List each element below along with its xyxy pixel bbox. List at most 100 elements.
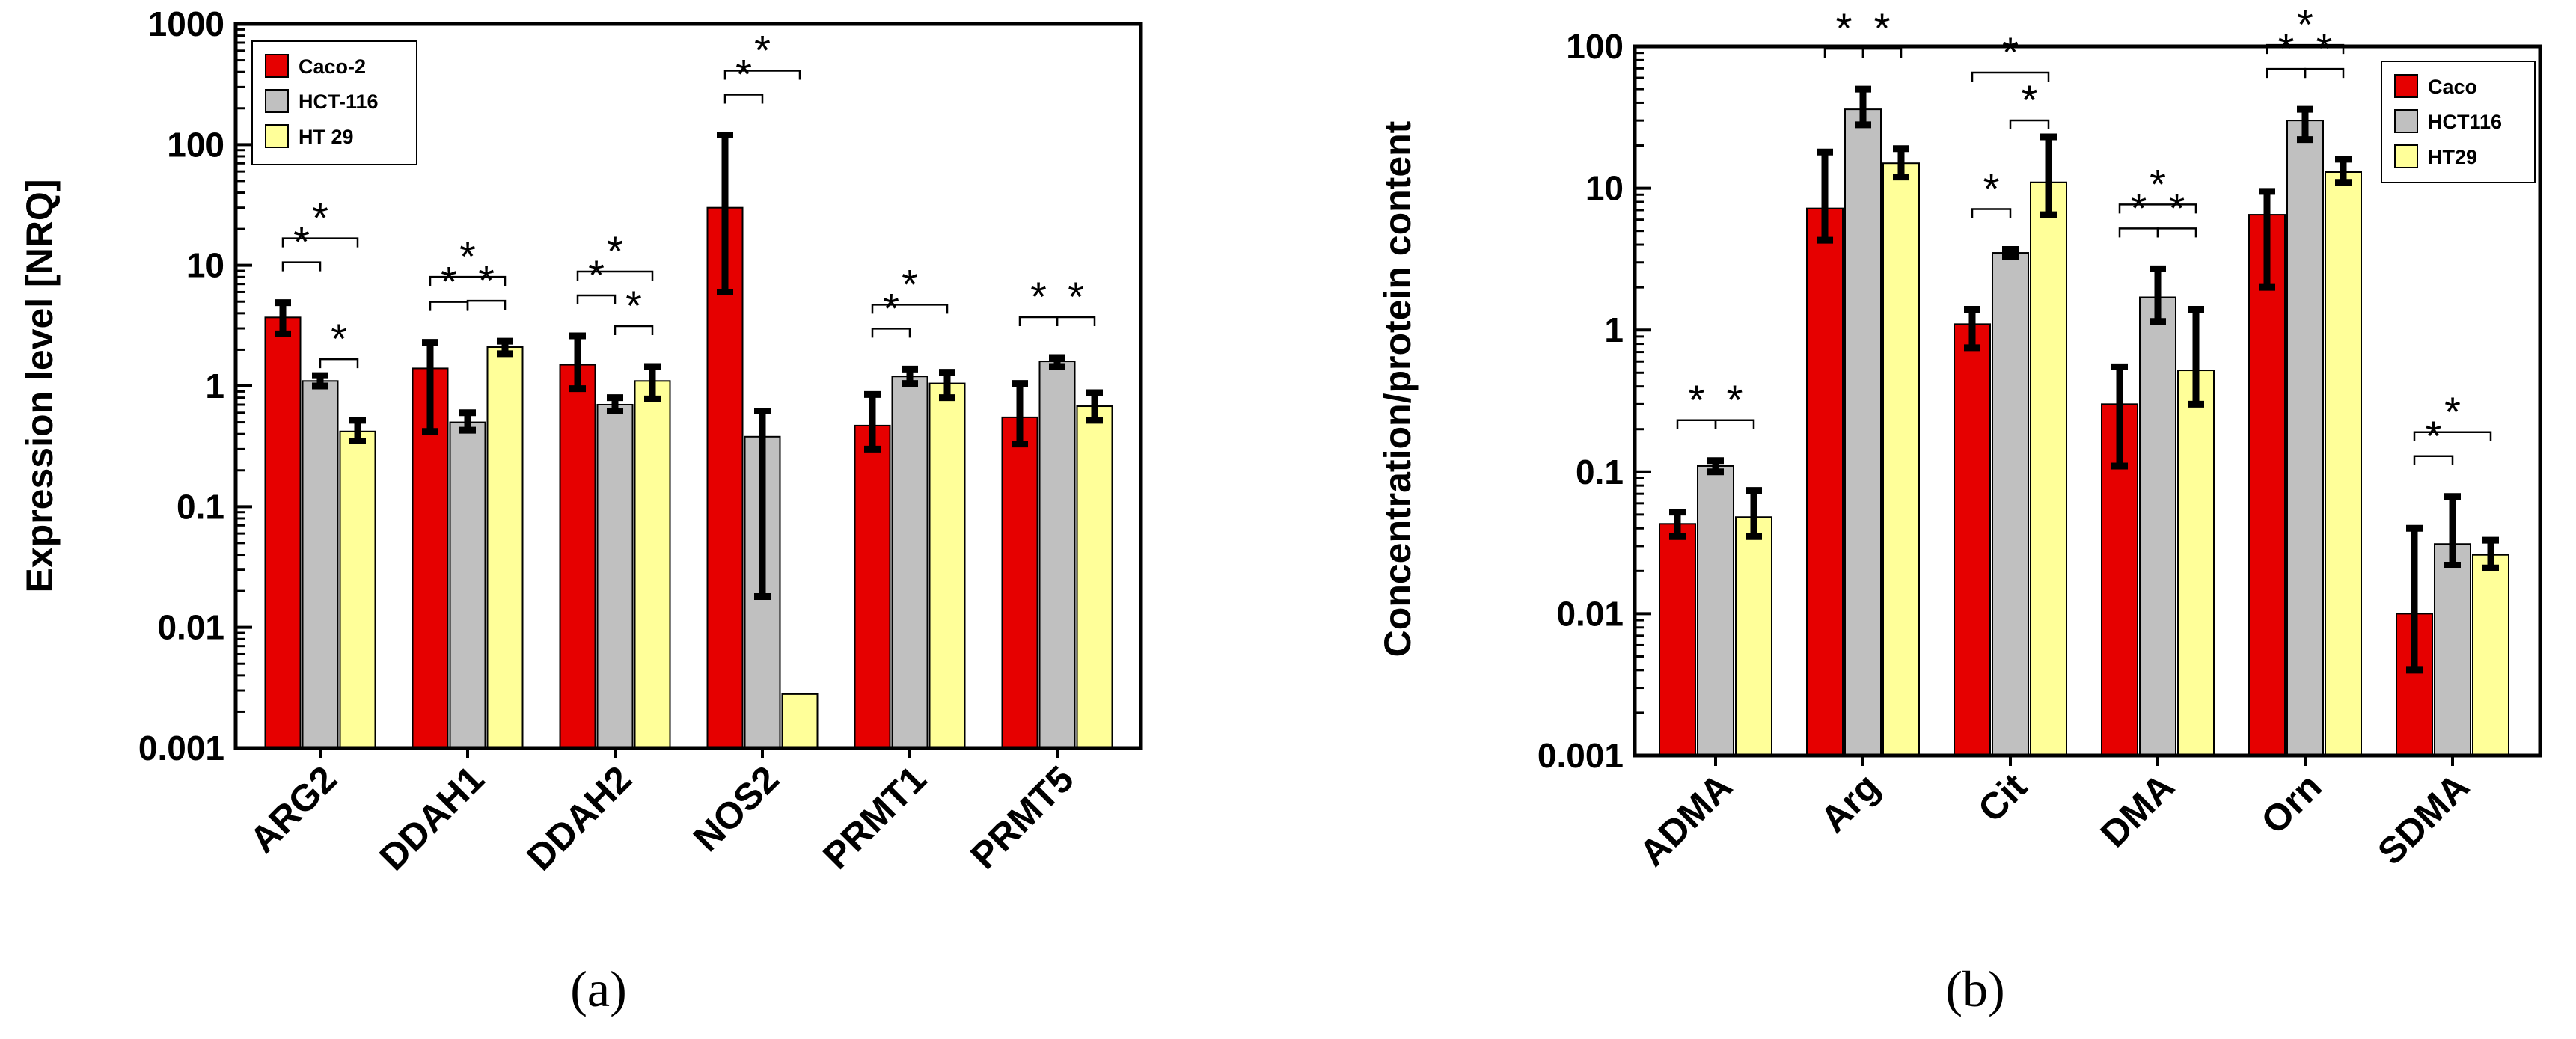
y-tick-label: 10 <box>1585 169 1624 208</box>
significance-bracket <box>2304 67 2345 79</box>
significance-star: * <box>312 194 328 242</box>
legend: Caco HCT116 HT29 <box>2381 61 2536 183</box>
significance-star: * <box>2131 184 2147 231</box>
bar-grey <box>891 376 928 749</box>
bar-grey <box>1844 108 1882 756</box>
y-tick-label: 100 <box>167 125 224 164</box>
y-axis-label: Expression level [NRQ] <box>19 180 61 593</box>
y-tick-label: 1 <box>1604 310 1624 349</box>
significance-bracket <box>1056 316 1096 327</box>
significance-bracket <box>2156 227 2197 238</box>
bar-grey <box>2139 296 2176 756</box>
bar-red <box>1659 523 1696 756</box>
legend-swatch-red <box>2394 74 2418 98</box>
chart-panel-a: 0.001 0.01 0.1 1 10 100 1000 ARG2 DDAH1 DDAH2 NOS2… <box>19 4 1143 1017</box>
significance-star: * <box>754 27 771 74</box>
significance-star: * <box>478 257 495 304</box>
significance-bracket <box>871 328 911 338</box>
x-category-label: NOS2 <box>685 758 787 859</box>
significance-star: * <box>2316 25 2333 72</box>
x-category-label: DMA <box>2093 765 2182 855</box>
significance-star: * <box>2150 160 2166 207</box>
x-category-label: SDMA <box>2370 765 2477 873</box>
y-axis-label: Concentration/protein content <box>1377 120 1419 657</box>
bar-red <box>2248 214 2286 756</box>
bar-yellow <box>928 382 966 750</box>
significance-bracket <box>723 70 801 80</box>
significance-bracket <box>2009 119 2050 130</box>
legend-swatch-yellow <box>2394 144 2418 168</box>
x-category-label: PRMT5 <box>962 758 1081 877</box>
significance-bracket <box>281 261 322 272</box>
bar-yellow <box>2472 554 2509 757</box>
x-category-label: PRMT1 <box>815 758 934 877</box>
significance-bracket <box>2413 431 2492 441</box>
significance-star: * <box>1983 165 2000 212</box>
significance-bracket <box>466 299 507 310</box>
bar-red <box>1001 416 1038 749</box>
legend-swatch-grey <box>265 89 289 113</box>
bar-grey <box>1992 252 2029 757</box>
bar-yellow <box>2030 181 2067 756</box>
y-tick-label: 0.001 <box>138 729 224 767</box>
significance-star: * <box>2022 76 2038 123</box>
x-category-label: DDAH2 <box>518 758 639 878</box>
x-category-label: Orn <box>2253 765 2329 842</box>
y-tick-label: 1 <box>205 367 224 405</box>
plot-frame <box>1633 44 2542 758</box>
bar-grey <box>596 403 634 749</box>
significance-bracket <box>281 237 359 248</box>
legend-label: HT29 <box>2428 146 2477 168</box>
significance-bracket <box>614 325 654 335</box>
significance-bracket <box>1971 71 2050 82</box>
significance-bracket <box>723 94 764 104</box>
significance-bracket <box>576 294 617 305</box>
significance-star: * <box>1727 376 1743 423</box>
significance-star: * <box>2002 28 2019 76</box>
panel-label: (a) <box>570 960 626 1017</box>
bar-yellow <box>634 380 671 749</box>
significance-star: * <box>625 282 642 329</box>
bar-yellow <box>781 693 819 750</box>
y-tick-label: 0.1 <box>1576 453 1624 491</box>
significance-bracket <box>1714 419 1755 429</box>
legend-label: Caco-2 <box>299 55 366 78</box>
y-tick-label: 0.01 <box>1556 594 1624 633</box>
y-tick-label: 1000 <box>148 4 224 43</box>
bar-red <box>264 316 302 749</box>
bar-grey <box>2286 120 2324 756</box>
significance-star: * <box>2426 412 2442 459</box>
bar-yellow <box>1076 405 1113 750</box>
significance-bracket <box>1861 47 1903 58</box>
plot-frame <box>233 22 1143 750</box>
y-tick-label: 100 <box>1566 27 1624 66</box>
significance-star: * <box>2278 25 2295 72</box>
significance-bracket <box>2118 203 2197 214</box>
x-category-label: Arg <box>1812 765 1887 840</box>
significance-bracket <box>1971 208 2012 218</box>
significance-bracket <box>429 275 507 286</box>
x-category-label: ADMA <box>1631 765 1740 874</box>
significance-bracket <box>871 304 949 314</box>
bar-grey <box>449 421 486 749</box>
significance-star: * <box>2169 184 2185 231</box>
legend-swatch-grey <box>2394 109 2418 133</box>
significance-star: * <box>1836 4 1853 52</box>
y-tick-label: 0.001 <box>1538 736 1624 775</box>
significance-star: * <box>331 315 347 362</box>
significance-bracket <box>319 358 359 369</box>
significance-star: * <box>883 284 899 331</box>
bar-grey <box>2434 543 2471 756</box>
significance-star: * <box>2297 1 2313 48</box>
bar-red <box>1806 207 1844 756</box>
bar-grey <box>1697 465 1734 757</box>
y-tick-label: 0.1 <box>177 487 224 526</box>
legend-label: Caco <box>2428 76 2477 98</box>
legend: Caco-2 HCT-116 HT 29 <box>251 40 417 165</box>
y-tick-label: 0.01 <box>157 608 224 647</box>
significance-star: * <box>293 218 310 266</box>
bar-red <box>1954 323 1991 757</box>
